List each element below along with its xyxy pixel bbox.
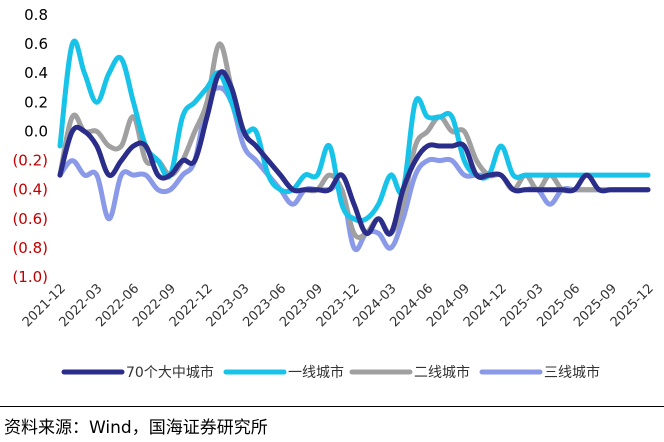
y-tick-label: (1.0)	[12, 268, 48, 286]
source-divider	[0, 406, 664, 407]
legend-label-1: 一线城市	[288, 364, 344, 381]
y-tick-label: (0.2)	[12, 152, 48, 170]
legend-label-3: 三线城市	[544, 364, 600, 381]
series-line-0	[57, 69, 651, 237]
plot-area	[57, 38, 651, 253]
series-line-3	[57, 85, 651, 253]
legend-label-2: 二线城市	[414, 364, 470, 381]
y-axis: 0.8 0.6 0.4 0.2 0.0 (0.2) (0.4) (0.6) (0.8) (1.0)	[12, 6, 48, 286]
y-tick-label: 0.6	[24, 35, 48, 53]
series-line-1	[57, 38, 651, 224]
source-note: 资料来源：Wind，国海证券研究所	[4, 418, 268, 438]
y-tick-label: (0.6)	[12, 210, 48, 228]
line-chart: 0.8 0.6 0.4 0.2 0.0 (0.2) (0.4) (0.6) (0.8) (1.0)…	[12, 6, 657, 381]
legend-label-0: 70个大中城市	[126, 364, 214, 381]
y-tick-label: 0.2	[24, 93, 48, 111]
legend: 70个大中城市 一线城市 二线城市 三线城市	[61, 364, 600, 381]
y-tick-label: 0.4	[24, 64, 48, 82]
y-tick-label: 0.0	[24, 122, 48, 140]
x-axis: 2021-122022-032022-062022-092022-122023-…	[20, 281, 657, 330]
y-tick-label: (0.4)	[12, 181, 48, 199]
y-tick-label: 0.8	[24, 6, 48, 24]
y-tick-label: (0.8)	[12, 239, 48, 257]
